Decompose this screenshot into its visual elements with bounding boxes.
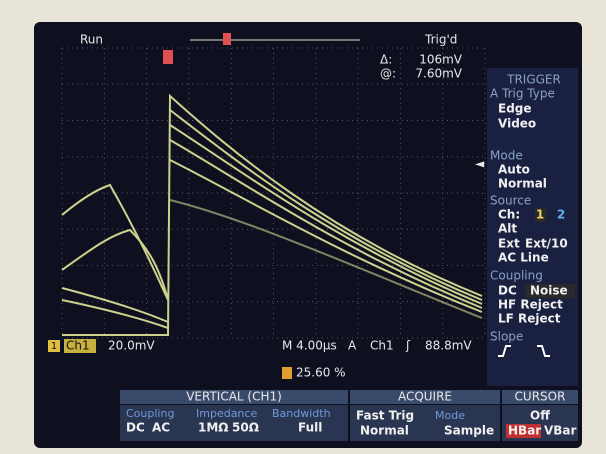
- trigger-position-marker: [163, 50, 173, 64]
- menu-option[interactable]: VBar: [544, 424, 577, 438]
- menu-option[interactable]: Off: [530, 409, 550, 423]
- menu-option[interactable]: 50Ω: [232, 421, 259, 435]
- ch-marker: 1: [51, 341, 57, 352]
- trig-status: Trig'd: [424, 33, 457, 47]
- timebase: M 4.00µs: [282, 339, 337, 353]
- menu-option[interactable]: 1: [536, 208, 544, 222]
- menu-title: TRIGGER: [506, 73, 561, 87]
- run-status: Run: [80, 33, 103, 47]
- delta-label: Δ:: [380, 53, 392, 67]
- channel: Ch1: [66, 339, 90, 353]
- position-marker: [282, 367, 292, 379]
- menu-title: ACQUIRE: [398, 390, 452, 404]
- menu-label: Coupling: [126, 407, 174, 420]
- menu-option[interactable]: Ext: [498, 237, 520, 251]
- menu-option[interactable]: 1MΩ: [198, 421, 229, 435]
- menu-option[interactable]: Sample: [444, 424, 494, 438]
- menu-option[interactable]: Normal: [360, 424, 409, 438]
- menu-option[interactable]: DC: [498, 284, 517, 298]
- menu-option[interactable]: Normal: [498, 177, 547, 191]
- menu-label[interactable]: Fast Trig: [356, 409, 414, 423]
- menu-option[interactable]: Auto: [498, 163, 530, 177]
- menu-title: CURSOR: [515, 390, 566, 404]
- horizontal-position: 25.60 %: [296, 366, 346, 380]
- menu-option[interactable]: HF Reject: [498, 298, 563, 312]
- menu-option[interactable]: HBar: [508, 424, 541, 438]
- menu-label: Coupling: [490, 269, 543, 283]
- menu-label: Mode: [435, 409, 465, 422]
- menu-option[interactable]: Alt: [498, 222, 517, 236]
- at-value: 7.60mV: [415, 67, 462, 81]
- menu-option[interactable]: DC: [126, 421, 145, 435]
- menu-option[interactable]: Full: [298, 421, 322, 435]
- menu-label: Source: [490, 194, 531, 208]
- menu-option[interactable]: AC Line: [498, 251, 549, 265]
- menu-option[interactable]: LF Reject: [498, 312, 561, 326]
- trigger-level-marker: ◄: [475, 157, 485, 171]
- menu-option[interactable]: Noise: [530, 284, 568, 298]
- menu-label: Mode: [490, 149, 523, 163]
- trigger-a: A: [348, 339, 357, 353]
- menu-label: Slope: [490, 330, 523, 344]
- menu-option[interactable]: 2: [557, 208, 565, 222]
- menu-option[interactable]: Video: [498, 117, 536, 131]
- menu-label: Ch:: [498, 208, 520, 222]
- oscilloscope: Run Trig'd Δ: 106mV @: 7.60mV ◄ TRIGGER …: [0, 0, 606, 454]
- menu-option[interactable]: AC: [152, 421, 170, 435]
- volts-per-div: 20.0mV: [108, 339, 155, 353]
- at-label: @:: [380, 67, 396, 81]
- delta-value: 106mV: [419, 53, 463, 67]
- menu-label: Bandwidth: [272, 407, 331, 420]
- menu-title: VERTICAL (CH1): [186, 390, 282, 404]
- menu-option[interactable]: Edge: [498, 102, 532, 116]
- record-marker: [223, 33, 231, 45]
- trigger-channel: Ch1: [370, 339, 394, 353]
- menu-option[interactable]: Ext/10: [525, 237, 568, 251]
- menu-label: A Trig Type: [490, 87, 555, 101]
- menu-label: Impedance: [196, 407, 257, 420]
- trigger-level: 88.8mV: [425, 339, 472, 353]
